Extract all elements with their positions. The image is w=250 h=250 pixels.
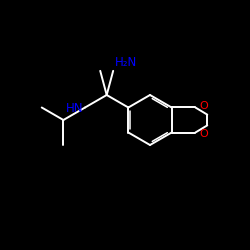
Text: H₂N: H₂N	[114, 56, 137, 69]
Text: O: O	[199, 129, 208, 139]
Text: HN: HN	[66, 102, 83, 115]
Text: O: O	[199, 101, 208, 111]
